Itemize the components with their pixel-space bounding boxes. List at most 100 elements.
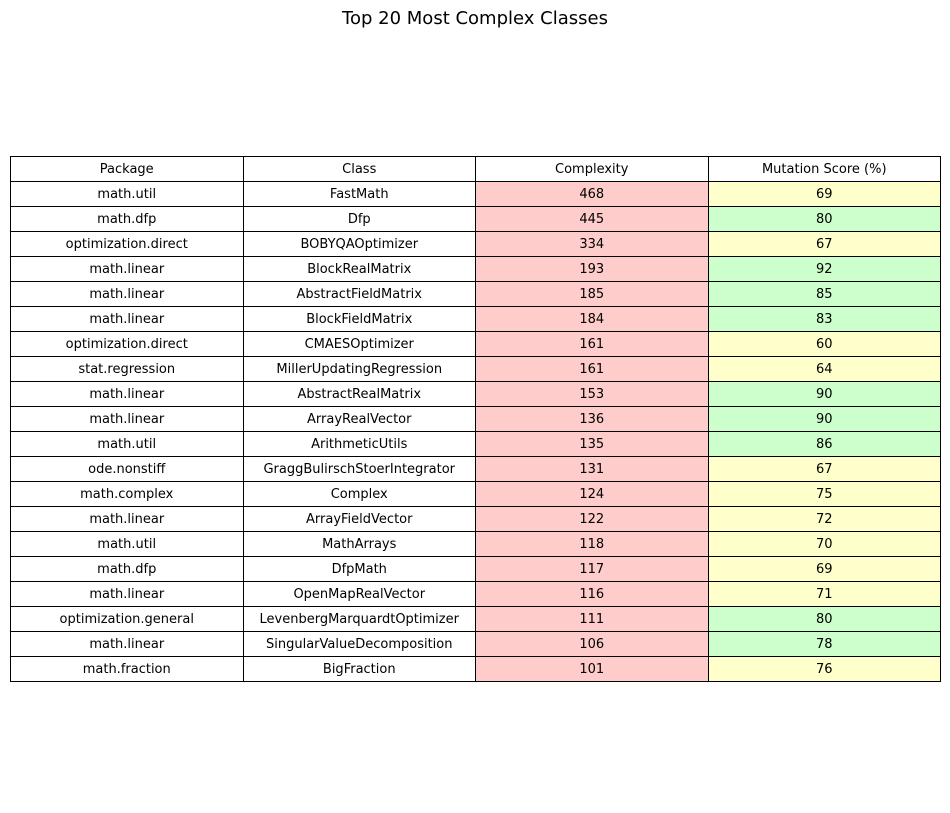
table-row: math.linear ArrayRealVector 136 90 [10,406,941,432]
table-row: ode.nonstiff GraggBulirschStoerIntegrator… [10,456,941,482]
column-header-package: Package [10,156,244,182]
chart-title: Top 20 Most Complex Classes [342,8,608,29]
cell-complexity: 117 [475,556,709,582]
cell-mutation-score: 86 [707,431,941,457]
table-row: math.util MathArrays 118 70 [10,531,941,557]
table-row: math.util ArithmeticUtils 135 86 [10,431,941,457]
cell-class: ArrayFieldVector [242,506,476,532]
cell-package: math.complex [10,481,244,507]
cell-package: math.fraction [10,656,244,682]
cell-mutation-score: 70 [707,531,941,557]
cell-class: LevenbergMarquardtOptimizer [242,606,476,632]
cell-complexity: 111 [475,606,709,632]
cell-package: math.linear [10,281,244,307]
cell-mutation-score: 85 [707,281,941,307]
cell-package: math.linear [10,256,244,282]
cell-complexity: 153 [475,381,709,407]
cell-package: math.linear [10,406,244,432]
cell-package: math.dfp [10,206,244,232]
cell-package: math.util [10,181,244,207]
cell-complexity: 136 [475,406,709,432]
cell-class: SingularValueDecomposition [242,631,476,657]
table-row: math.linear AbstractFieldMatrix 185 85 [10,281,941,307]
cell-complexity: 184 [475,306,709,332]
cell-package: optimization.direct [10,331,244,357]
cell-complexity: 445 [475,206,709,232]
cell-class: MathArrays [242,531,476,557]
cell-class: MillerUpdatingRegression [242,356,476,382]
table-row: math.fraction BigFraction 101 76 [10,656,941,682]
cell-mutation-score: 90 [707,406,941,432]
table-row: math.linear BlockRealMatrix 193 92 [10,256,941,282]
cell-class: GraggBulirschStoerIntegrator [242,456,476,482]
cell-complexity: 116 [475,581,709,607]
cell-mutation-score: 78 [707,631,941,657]
cell-mutation-score: 80 [707,606,941,632]
cell-complexity: 131 [475,456,709,482]
cell-complexity: 135 [475,431,709,457]
table-row: math.linear OpenMapRealVector 116 71 [10,581,941,607]
cell-package: math.linear [10,631,244,657]
cell-mutation-score: 67 [707,231,941,257]
table-row: optimization.direct CMAESOptimizer 161 60 [10,331,941,357]
cell-mutation-score: 60 [707,331,941,357]
table-body: math.util FastMath 468 69 math.dfp Dfp 445 80 op… [10,181,941,682]
cell-class: Complex [242,481,476,507]
cell-package: math.linear [10,581,244,607]
column-header-complexity: Complexity [475,156,709,182]
table-row: math.dfp DfpMath 117 69 [10,556,941,582]
cell-package: math.linear [10,506,244,532]
cell-complexity: 185 [475,281,709,307]
cell-class: DfpMath [242,556,476,582]
table-row: math.linear ArrayFieldVector 122 72 [10,506,941,532]
cell-complexity: 161 [475,356,709,382]
table-row: math.dfp Dfp 445 80 [10,206,941,232]
table-header-row: Package Class Complexity Mutation Score … [10,156,941,182]
cell-mutation-score: 67 [707,456,941,482]
cell-complexity: 118 [475,531,709,557]
cell-package: stat.regression [10,356,244,382]
table-row: math.complex Complex 124 75 [10,481,941,507]
table-row: math.linear SingularValueDecomposition 106… [10,631,941,657]
cell-mutation-score: 69 [707,556,941,582]
cell-package: ode.nonstiff [10,456,244,482]
cell-class: BlockFieldMatrix [242,306,476,332]
cell-mutation-score: 76 [707,656,941,682]
cell-complexity: 106 [475,631,709,657]
cell-mutation-score: 71 [707,581,941,607]
cell-complexity: 334 [475,231,709,257]
cell-class: Dfp [242,206,476,232]
table-row: optimization.direct BOBYQAOptimizer 334 67 [10,231,941,257]
cell-mutation-score: 80 [707,206,941,232]
cell-class: BigFraction [242,656,476,682]
cell-complexity: 122 [475,506,709,532]
table-row: stat.regression MillerUpdatingRegression 1… [10,356,941,382]
cell-mutation-score: 83 [707,306,941,332]
column-header-mutation-score: Mutation Score (%) [707,156,941,182]
cell-complexity: 193 [475,256,709,282]
cell-package: math.util [10,531,244,557]
cell-complexity: 161 [475,331,709,357]
cell-mutation-score: 69 [707,181,941,207]
cell-mutation-score: 64 [707,356,941,382]
cell-package: optimization.direct [10,231,244,257]
cell-mutation-score: 92 [707,256,941,282]
cell-package: math.linear [10,306,244,332]
column-header-class: Class [242,156,476,182]
cell-complexity: 101 [475,656,709,682]
complexity-table: Package Class Complexity Mutation Score … [10,156,941,682]
cell-class: OpenMapRealVector [242,581,476,607]
table-row: math.linear BlockFieldMatrix 184 83 [10,306,941,332]
cell-mutation-score: 90 [707,381,941,407]
table-row: math.util FastMath 468 69 [10,181,941,207]
cell-package: math.util [10,431,244,457]
table-row: math.linear AbstractRealMatrix 153 90 [10,381,941,407]
cell-class: ArithmeticUtils [242,431,476,457]
cell-class: CMAESOptimizer [242,331,476,357]
cell-class: BlockRealMatrix [242,256,476,282]
cell-mutation-score: 75 [707,481,941,507]
cell-class: BOBYQAOptimizer [242,231,476,257]
cell-class: ArrayRealVector [242,406,476,432]
cell-class: FastMath [242,181,476,207]
cell-class: AbstractFieldMatrix [242,281,476,307]
